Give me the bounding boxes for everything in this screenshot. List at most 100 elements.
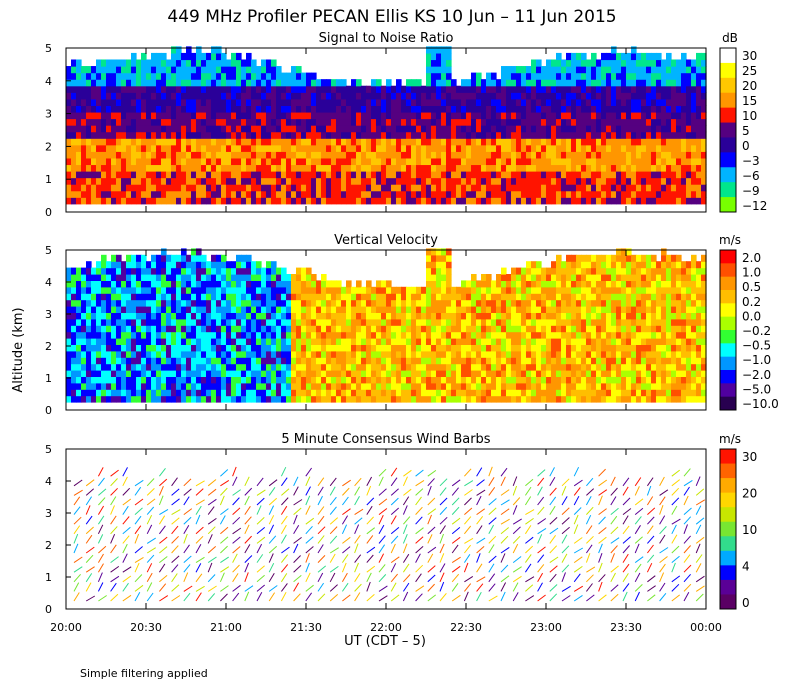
data-cell	[436, 177, 442, 185]
data-cell	[301, 190, 307, 198]
data-cell	[486, 376, 492, 384]
data-cell	[71, 325, 77, 333]
data-cell	[696, 138, 702, 146]
data-cell	[376, 395, 382, 403]
data-cell	[221, 318, 227, 326]
data-cell	[191, 111, 197, 120]
data-cell	[146, 138, 152, 146]
data-cell	[306, 318, 312, 326]
data-cell	[246, 52, 252, 61]
data-cell	[516, 131, 522, 139]
data-cell	[266, 157, 272, 166]
data-cell	[546, 312, 552, 320]
data-cell	[246, 312, 252, 320]
data-cell	[406, 138, 412, 146]
data-cell	[211, 111, 217, 120]
data-cell	[406, 184, 412, 192]
data-cell	[376, 197, 382, 205]
data-cell	[261, 190, 267, 198]
data-cell	[396, 331, 402, 339]
data-cell	[151, 382, 157, 390]
data-cell	[446, 280, 452, 288]
data-cell	[166, 79, 172, 87]
data-cell	[511, 98, 517, 106]
data-cell	[551, 151, 557, 159]
data-cell	[451, 177, 457, 185]
data-cell	[456, 370, 462, 377]
data-cell	[176, 254, 182, 262]
data-cell	[116, 338, 122, 345]
data-cell	[441, 171, 447, 179]
data-cell	[466, 177, 472, 185]
data-cell	[201, 157, 207, 166]
data-cell	[386, 395, 392, 403]
data-cell	[96, 190, 102, 198]
data-cell	[351, 184, 357, 192]
data-cell	[401, 111, 407, 120]
data-cell	[531, 389, 537, 397]
data-cell	[236, 164, 242, 172]
data-cell	[66, 267, 72, 275]
data-cell	[226, 376, 232, 384]
data-cell	[176, 382, 182, 390]
data-cell	[561, 376, 567, 384]
data-cell	[91, 131, 97, 139]
data-cell	[291, 286, 297, 294]
data-cell	[356, 151, 362, 159]
data-cell	[556, 389, 562, 397]
data-cell	[121, 389, 127, 397]
data-cell	[561, 299, 567, 307]
data-cell	[186, 286, 192, 294]
data-cell	[481, 144, 487, 152]
data-cell	[461, 280, 467, 288]
data-cell	[411, 111, 417, 120]
data-cell	[126, 72, 132, 80]
data-cell	[96, 331, 102, 339]
data-cell	[76, 350, 82, 358]
data-cell	[551, 312, 557, 320]
data-cell	[116, 72, 122, 80]
data-cell	[81, 85, 87, 93]
data-cell	[376, 312, 382, 320]
data-cell	[181, 92, 187, 100]
data-cell	[331, 197, 337, 205]
data-cell	[421, 197, 427, 205]
data-cell	[451, 79, 457, 87]
data-cell	[186, 125, 192, 133]
data-cell	[461, 389, 467, 397]
data-cell	[516, 125, 522, 133]
data-cell	[171, 157, 177, 166]
data-cell	[81, 344, 87, 352]
data-cell	[496, 293, 502, 301]
data-cell	[696, 131, 702, 139]
data-cell	[206, 72, 212, 80]
data-cell	[466, 395, 472, 403]
data-cell	[406, 85, 412, 93]
data-cell	[526, 389, 532, 397]
data-cell	[261, 312, 267, 320]
data-cell	[486, 79, 492, 87]
data-cell	[236, 144, 242, 152]
data-cell	[366, 111, 372, 120]
data-cell	[126, 331, 132, 339]
data-cell	[381, 370, 387, 377]
data-cell	[496, 177, 502, 185]
data-cell	[676, 171, 682, 179]
data-cell	[696, 190, 702, 198]
data-cell	[311, 79, 317, 87]
data-cell	[201, 184, 207, 192]
data-cell	[96, 338, 102, 345]
data-cell	[481, 344, 487, 352]
data-cell	[546, 131, 552, 139]
data-cell	[256, 111, 262, 120]
data-cell	[181, 98, 187, 106]
data-cell	[246, 363, 252, 371]
data-cell	[206, 389, 212, 397]
data-cell	[646, 118, 652, 126]
data-cell	[651, 59, 657, 67]
data-cell	[366, 164, 372, 172]
data-cell	[411, 118, 417, 126]
data-cell	[576, 318, 582, 326]
data-cell	[626, 52, 632, 61]
data-cell	[111, 66, 117, 74]
